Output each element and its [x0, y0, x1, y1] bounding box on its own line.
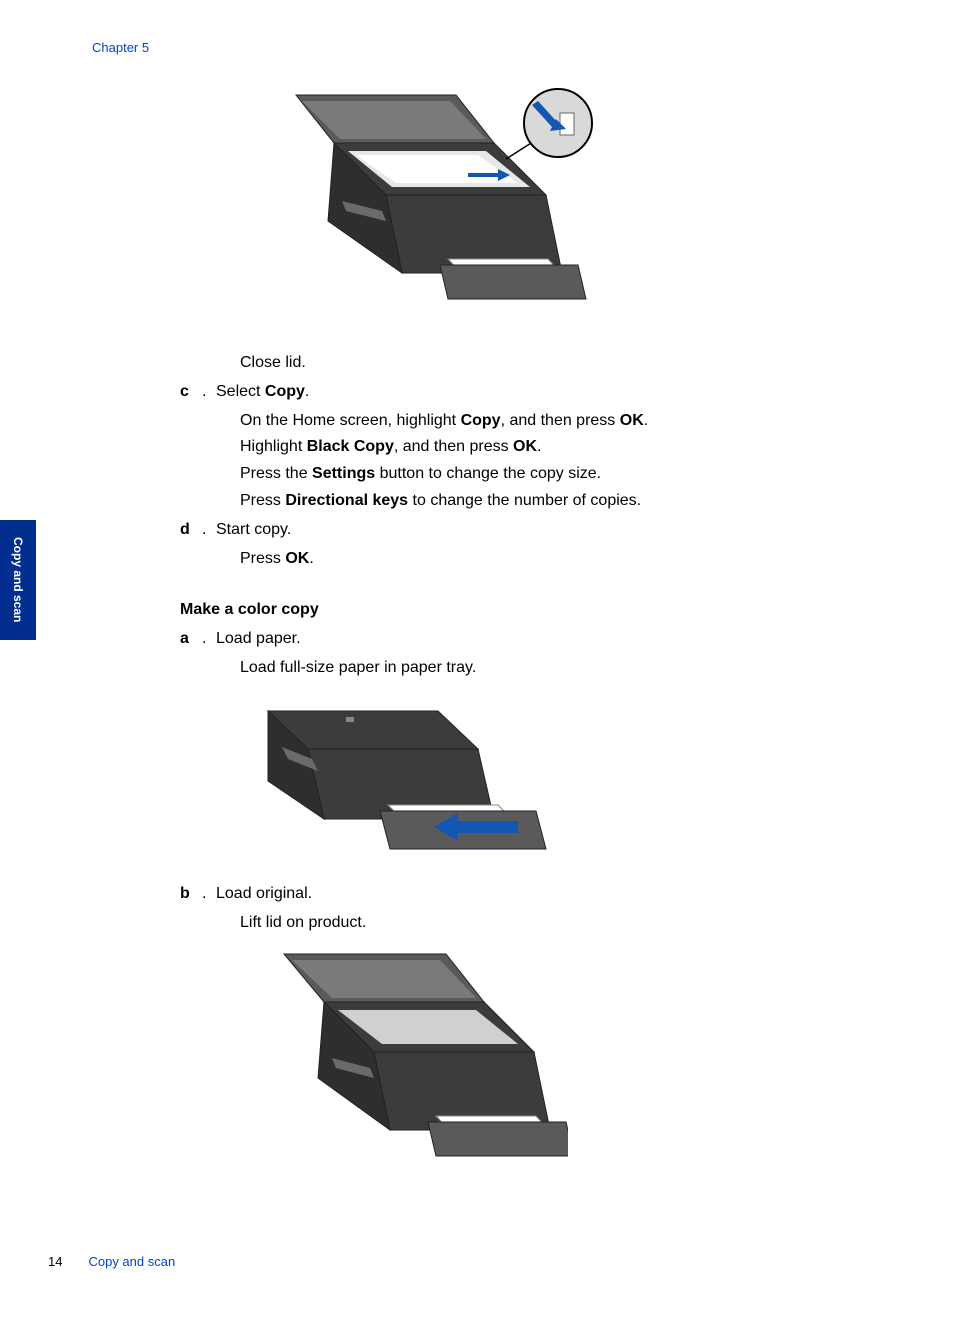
- text: Select: [216, 383, 265, 400]
- section-heading-color-copy: Make a color copy: [180, 601, 890, 619]
- text: .: [537, 438, 541, 455]
- page-footer: 14 Copy and scan: [48, 1254, 175, 1269]
- bold-text: Directional keys: [285, 492, 408, 509]
- step-c: c . Select Copy.: [180, 380, 890, 405]
- figure-close-lid: [238, 83, 890, 333]
- step-letter-d: d: [180, 518, 202, 543]
- step-dot: .: [202, 380, 216, 405]
- text: , and then press: [501, 412, 620, 429]
- text: Highlight: [240, 438, 307, 455]
- step-a: a . Load paper.: [180, 627, 890, 652]
- step-d-line1: Press OK.: [240, 547, 890, 572]
- step-letter-a: a: [180, 627, 202, 652]
- step-dot: .: [202, 627, 216, 652]
- bold-text: OK: [513, 438, 537, 455]
- chapter-header: Chapter 5: [92, 40, 149, 55]
- step-c-line2: Highlight Black Copy, and then press OK.: [240, 435, 890, 460]
- bold-text: Settings: [312, 465, 375, 482]
- step-dot: .: [202, 882, 216, 907]
- bold-text: OK: [620, 412, 644, 429]
- page-number: 14: [48, 1254, 62, 1269]
- page-content: Close lid. c . Select Copy. On the Home …: [180, 75, 890, 1207]
- printer-lid-callout-illustration: [238, 83, 593, 333]
- printer-lift-lid-illustration: [238, 944, 568, 1189]
- step-a-line1: Load full-size paper in paper tray.: [240, 656, 890, 681]
- step-c-line4: Press Directional keys to change the num…: [240, 489, 890, 514]
- text: button to change the copy size.: [375, 465, 601, 482]
- step-d-title: Start copy.: [216, 518, 890, 543]
- step-c-title: Select Copy.: [216, 380, 890, 405]
- text: .: [309, 550, 313, 567]
- step-b: b . Load original.: [180, 882, 890, 907]
- step-letter-c: c: [180, 380, 202, 405]
- close-lid-text: Close lid.: [240, 351, 890, 376]
- text: Press the: [240, 465, 312, 482]
- side-tab-label: Copy and scan: [11, 537, 25, 622]
- step-b-line1: Lift lid on product.: [240, 911, 890, 936]
- step-c-line3: Press the Settings button to change the …: [240, 462, 890, 487]
- text: .: [305, 383, 309, 400]
- side-tab: Copy and scan: [0, 520, 36, 640]
- bold-text: OK: [285, 550, 309, 567]
- text: Press: [240, 492, 285, 509]
- bold-text: Copy: [461, 412, 501, 429]
- text: to change the number of copies.: [408, 492, 641, 509]
- step-dot: .: [202, 518, 216, 543]
- bold-text: Copy: [265, 383, 305, 400]
- figure-load-paper: [238, 689, 890, 864]
- figure-lift-lid: [238, 944, 890, 1189]
- text: On the Home screen, highlight: [240, 412, 461, 429]
- step-c-line1: On the Home screen, highlight Copy, and …: [240, 409, 890, 434]
- printer-load-paper-illustration: [238, 689, 548, 864]
- footer-title: Copy and scan: [88, 1254, 175, 1269]
- text: .: [644, 412, 648, 429]
- step-d: d . Start copy.: [180, 518, 890, 543]
- step-b-title: Load original.: [216, 882, 890, 907]
- step-letter-b: b: [180, 882, 202, 907]
- text: Press: [240, 550, 285, 567]
- step-a-title: Load paper.: [216, 627, 890, 652]
- text: , and then press: [394, 438, 513, 455]
- bold-text: Black Copy: [307, 438, 394, 455]
